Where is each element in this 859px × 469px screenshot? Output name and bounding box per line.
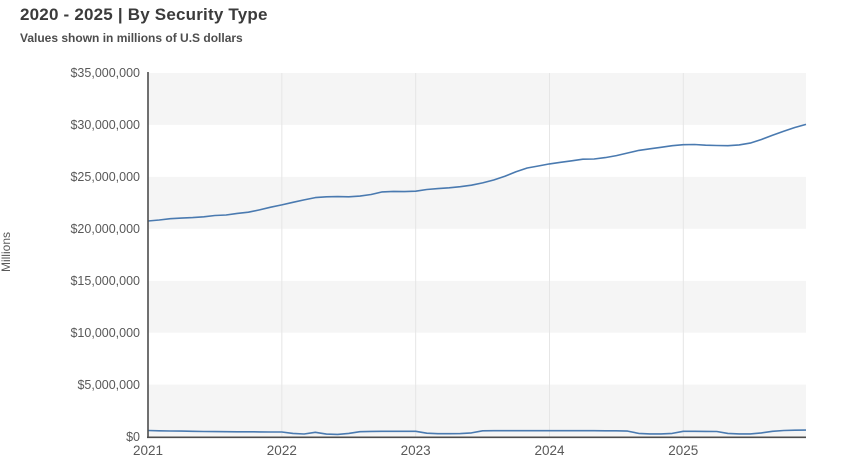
x-axis-tick-label: 2025 <box>668 443 699 458</box>
x-axis-tick-label: 2022 <box>266 443 297 458</box>
x-axis-tick-label: 2024 <box>534 443 565 458</box>
plot-band <box>148 384 806 437</box>
y-axis-tick-label: $0 <box>126 429 140 444</box>
plot-band <box>148 332 806 385</box>
series-line-series_2_small <box>147 429 807 436</box>
y-axis-tick-label: $35,000,000 <box>70 66 140 80</box>
y-axis-tick-label: $15,000,000 <box>70 273 140 288</box>
plot-band <box>148 124 806 177</box>
plot-band <box>148 176 806 229</box>
y-axis-tick-label: $30,000,000 <box>70 117 140 132</box>
y-axis-tick-label: $10,000,000 <box>70 325 140 340</box>
plot-band <box>148 73 806 125</box>
chart-subtitle: Values shown in millions of U.S dollars <box>20 31 243 45</box>
y-axis-tick-label: $5,000,000 <box>77 377 140 392</box>
chart-header: 2020 - 2025 | By Security Type Values sh… <box>20 5 268 45</box>
x-axis-tick-label: 2021 <box>132 443 164 458</box>
plot-band <box>148 228 806 281</box>
y-axis-tick-label: $20,000,000 <box>70 221 140 236</box>
series-line-series_1_large <box>147 123 807 222</box>
plot-band <box>148 280 806 333</box>
y-axis-tick-label: $25,000,000 <box>70 169 140 184</box>
x-axis-tick-label: 2023 <box>400 443 431 458</box>
chart-title: 2020 - 2025 | By Security Type <box>20 5 268 24</box>
